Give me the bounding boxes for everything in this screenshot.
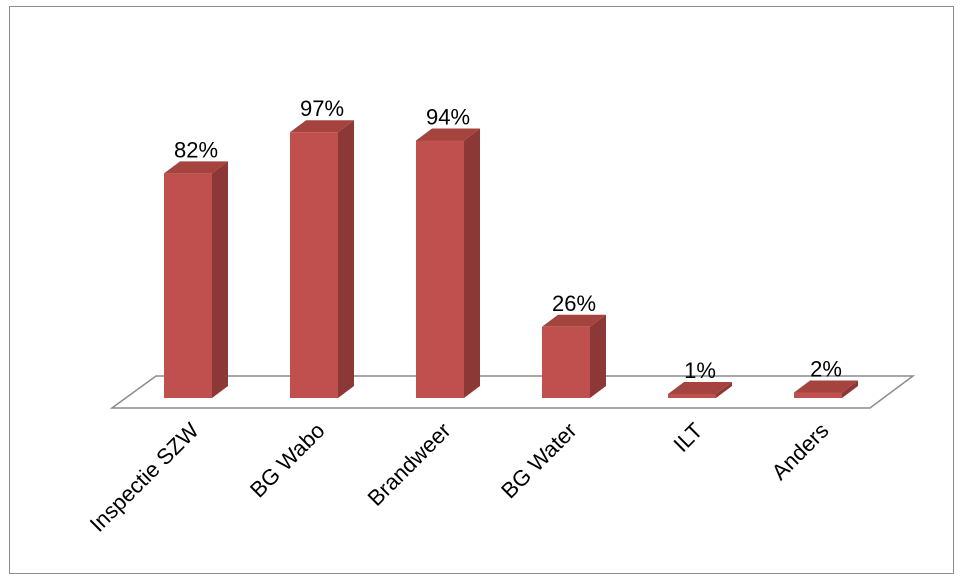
category-labels-layer: Inspectie SZW BG Wabo Brandweer BG Water ILT… (85, 418, 834, 537)
bar-top (416, 128, 480, 141)
bar-front (290, 132, 338, 398)
bar-side (716, 382, 732, 398)
bar-front (416, 140, 464, 398)
data-label: 26% (552, 291, 596, 316)
data-label: 82% (174, 137, 218, 162)
chart-floor-layer (109, 375, 916, 409)
bar (164, 161, 228, 398)
bar-top (542, 314, 606, 327)
bar-front (164, 173, 212, 398)
data-label: 1% (684, 358, 716, 383)
data-label: 94% (426, 104, 470, 129)
bar-top (290, 120, 354, 133)
bar-side (338, 120, 354, 398)
bar (668, 382, 732, 398)
bar-top (164, 161, 228, 174)
bar-side (842, 380, 858, 398)
x-tick-label: Inspectie SZW (85, 418, 204, 537)
bar (542, 314, 606, 398)
bar (794, 380, 858, 398)
x-tick-label: Anders (767, 418, 834, 485)
bar (290, 120, 354, 398)
bar (416, 128, 480, 398)
bar-top (668, 382, 732, 394)
bar-side (464, 128, 480, 398)
data-label: 97% (300, 96, 344, 121)
bar-front (668, 394, 716, 398)
x-tick-label: BG Wabo (245, 418, 330, 503)
data-label: 2% (810, 357, 842, 382)
value-labels-layer: 82% 97% 94% 26% 1% 2% (174, 96, 842, 383)
x-tick-label: ILT (669, 418, 708, 457)
x-tick-label: Brandweer (363, 418, 456, 511)
bar-side (212, 161, 228, 398)
bar-front (542, 326, 590, 398)
bar-side (590, 314, 606, 398)
bar-top (794, 380, 858, 393)
bars-layer (164, 120, 858, 398)
bar-front (794, 392, 842, 398)
chart-floor (109, 375, 916, 409)
x-tick-label: BG Water (496, 418, 581, 503)
